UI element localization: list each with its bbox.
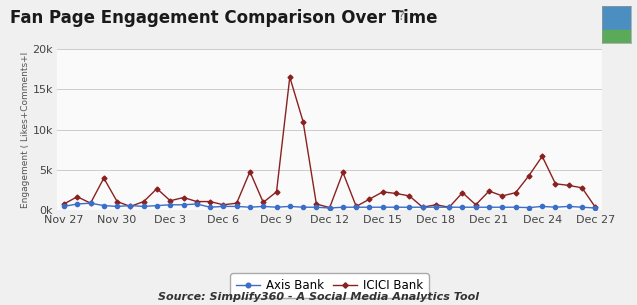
Axis Bank xyxy=(432,205,440,209)
Axis Bank xyxy=(60,205,68,208)
ICICI Bank xyxy=(193,200,201,203)
ICICI Bank xyxy=(113,200,121,203)
ICICI Bank xyxy=(166,199,174,203)
ICICI Bank xyxy=(565,184,573,187)
Axis Bank xyxy=(220,205,227,208)
ICICI Bank xyxy=(286,75,294,79)
ICICI Bank xyxy=(578,186,586,190)
ICICI Bank xyxy=(273,190,280,194)
Text: ?: ? xyxy=(398,9,405,23)
ICICI Bank xyxy=(100,176,108,180)
Text: Source: Simplify360 - A Social Media Analytics Tool: Source: Simplify360 - A Social Media Ana… xyxy=(158,292,479,302)
ICICI Bank xyxy=(326,206,334,210)
Axis Bank xyxy=(180,203,187,206)
ICICI Bank xyxy=(60,202,68,206)
ICICI Bank xyxy=(538,154,546,158)
Axis Bank xyxy=(153,204,161,207)
Line: ICICI Bank: ICICI Bank xyxy=(62,75,597,209)
ICICI Bank xyxy=(73,195,81,199)
ICICI Bank xyxy=(406,194,413,198)
Axis Bank xyxy=(472,205,480,209)
ICICI Bank xyxy=(392,192,400,195)
Axis Bank xyxy=(127,204,134,207)
ICICI Bank xyxy=(552,182,559,186)
Axis Bank xyxy=(366,205,373,209)
ICICI Bank xyxy=(313,202,320,206)
Bar xyxy=(602,30,631,43)
Axis Bank xyxy=(166,203,174,206)
Axis Bank xyxy=(73,202,81,206)
Legend: Axis Bank, ICICI Bank: Axis Bank, ICICI Bank xyxy=(231,274,429,298)
Axis Bank xyxy=(193,202,201,206)
Axis Bank xyxy=(406,205,413,209)
ICICI Bank xyxy=(459,191,466,195)
Axis Bank xyxy=(592,206,599,210)
Axis Bank xyxy=(419,205,426,209)
Axis Bank xyxy=(339,205,347,209)
Axis Bank xyxy=(100,204,108,207)
Axis Bank xyxy=(512,205,519,209)
Axis Bank xyxy=(273,205,280,209)
Axis Bank xyxy=(259,205,267,208)
Axis Bank xyxy=(485,205,493,209)
Axis Bank xyxy=(113,205,121,208)
ICICI Bank xyxy=(366,197,373,201)
Axis Bank xyxy=(87,201,94,205)
ICICI Bank xyxy=(419,205,426,209)
Axis Bank xyxy=(565,205,573,208)
ICICI Bank xyxy=(525,174,533,178)
Axis Bank xyxy=(379,205,387,209)
Axis Bank xyxy=(525,206,533,210)
ICICI Bank xyxy=(339,170,347,174)
Axis Bank xyxy=(313,205,320,209)
ICICI Bank xyxy=(432,203,440,206)
Line: Axis Bank: Axis Bank xyxy=(62,201,598,210)
ICICI Bank xyxy=(206,200,214,203)
ICICI Bank xyxy=(153,187,161,190)
Axis Bank xyxy=(299,205,307,209)
ICICI Bank xyxy=(259,201,267,204)
Text: Fan Page Engagement Comparison Over Time: Fan Page Engagement Comparison Over Time xyxy=(10,9,437,27)
Axis Bank xyxy=(286,205,294,208)
ICICI Bank xyxy=(127,205,134,208)
ICICI Bank xyxy=(445,205,453,209)
Y-axis label: Engagement ( Likes+Comments+I: Engagement ( Likes+Comments+I xyxy=(21,52,30,208)
ICICI Bank xyxy=(499,194,506,198)
Axis Bank xyxy=(352,205,360,209)
ICICI Bank xyxy=(220,203,227,206)
Axis Bank xyxy=(578,205,586,209)
Axis Bank xyxy=(140,205,148,208)
Axis Bank xyxy=(445,205,453,209)
Axis Bank xyxy=(326,206,334,210)
ICICI Bank xyxy=(472,203,480,206)
ICICI Bank xyxy=(352,205,360,208)
Axis Bank xyxy=(538,205,546,208)
Axis Bank xyxy=(552,205,559,209)
ICICI Bank xyxy=(233,201,241,205)
Axis Bank xyxy=(206,205,214,209)
ICICI Bank xyxy=(592,205,599,209)
ICICI Bank xyxy=(299,120,307,123)
Axis Bank xyxy=(233,205,241,208)
ICICI Bank xyxy=(485,189,493,193)
Axis Bank xyxy=(246,205,254,209)
ICICI Bank xyxy=(180,196,187,199)
Axis Bank xyxy=(499,205,506,209)
Axis Bank xyxy=(392,205,400,209)
ICICI Bank xyxy=(87,201,94,205)
ICICI Bank xyxy=(512,191,519,195)
ICICI Bank xyxy=(246,170,254,174)
ICICI Bank xyxy=(379,190,387,194)
ICICI Bank xyxy=(140,200,148,203)
Axis Bank xyxy=(459,205,466,209)
